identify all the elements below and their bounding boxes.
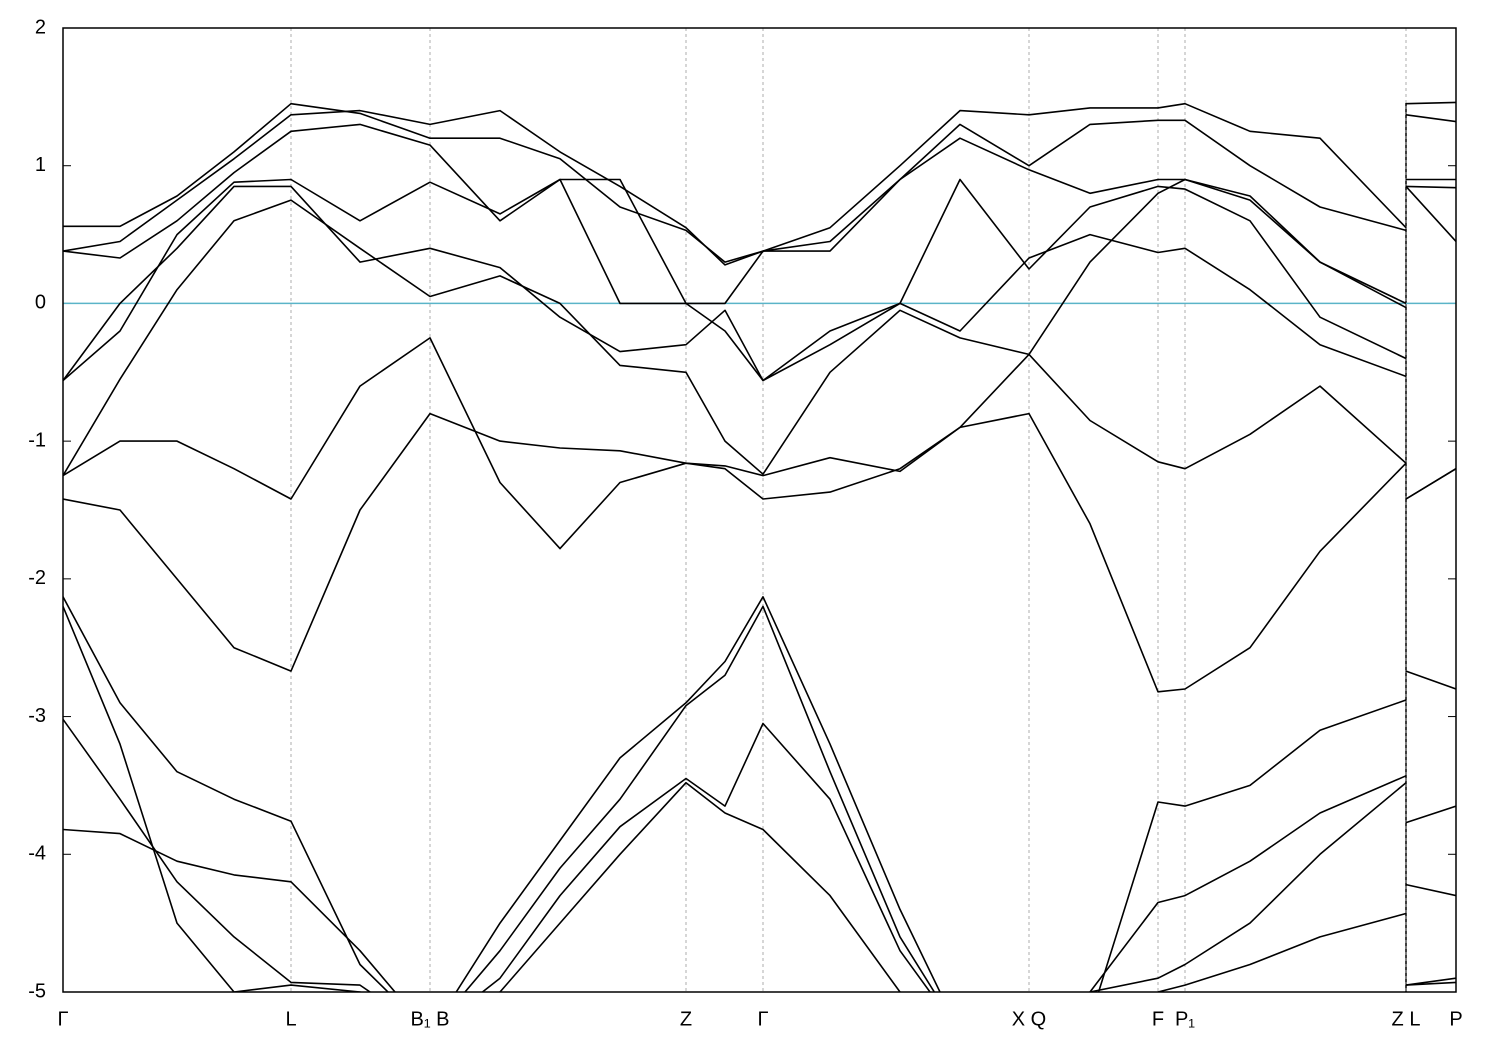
band-line: [63, 178, 1456, 382]
band-line: [63, 101, 1456, 263]
band-line: [63, 781, 1456, 992]
band-line: [63, 605, 1456, 992]
y-tick-label: 0: [35, 292, 46, 314]
y-tick-label: -3: [28, 705, 46, 727]
band-line: [63, 178, 1456, 672]
band-line: [63, 109, 1456, 266]
band-line: [63, 123, 1456, 305]
x-tick-label: P₁: [1175, 1008, 1195, 1030]
band-line: [63, 185, 1456, 382]
x-tick-label: B₁ B: [411, 1008, 450, 1030]
x-tick-label: Γ: [57, 1008, 68, 1030]
x-tick-label: X Q: [1012, 1008, 1046, 1030]
x-tick-label: L: [285, 1008, 296, 1030]
y-tick-label: -5: [28, 980, 46, 1002]
x-tick-label: P: [1449, 1008, 1462, 1030]
y-tick-label: 1: [35, 154, 46, 176]
y-tick-label: -2: [28, 567, 46, 589]
y-tick-label: -4: [28, 843, 46, 865]
plot-frame: [62, 27, 1457, 993]
band-line: [63, 337, 1456, 693]
x-tick-label: Z: [680, 1008, 692, 1030]
x-tick-label: F: [1152, 1008, 1164, 1030]
x-tick-label: Z L: [1392, 1008, 1421, 1030]
y-tick-label: -1: [28, 429, 46, 451]
x-tick-label: Γ: [757, 1008, 768, 1030]
band-line: [63, 596, 1456, 992]
y-tick-label: 2: [35, 16, 46, 38]
